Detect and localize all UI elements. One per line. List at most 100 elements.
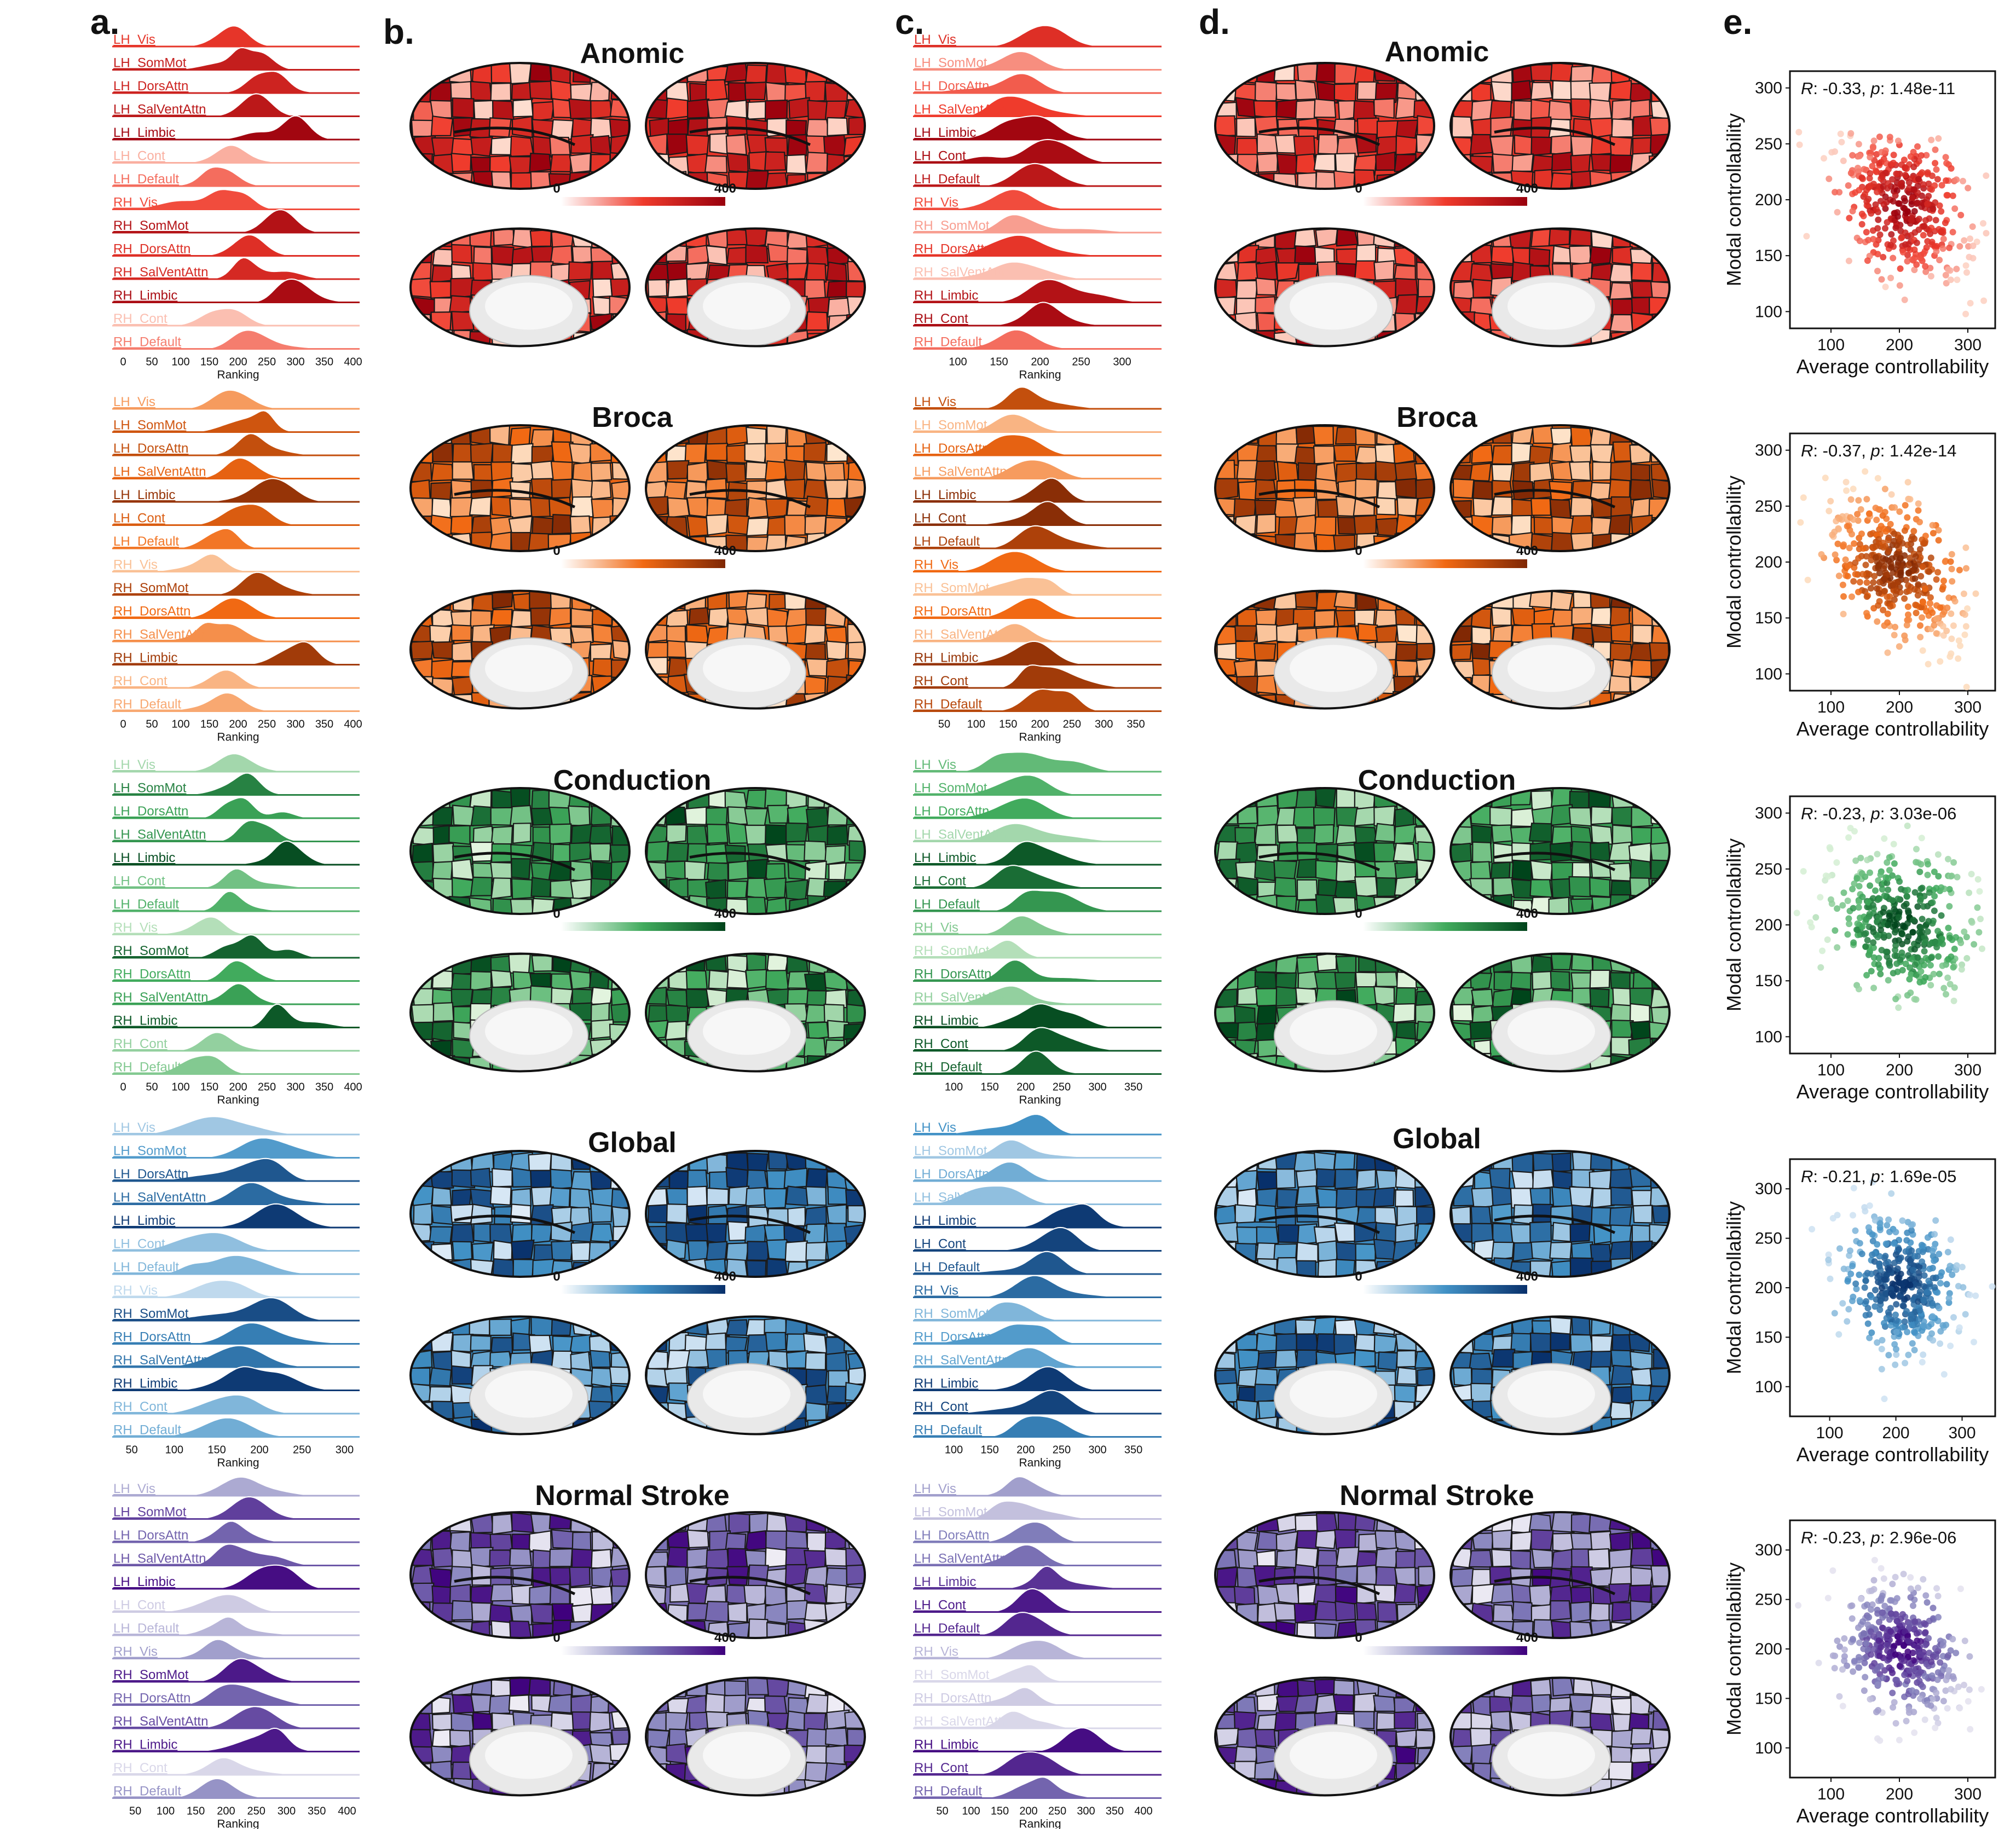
brain-parcel [1608, 841, 1632, 861]
scatter-point [1931, 622, 1938, 629]
brain-parcel [551, 987, 574, 1006]
brain-parcel [1317, 134, 1339, 155]
brain-parcel [1489, 806, 1512, 827]
scatter-point [1967, 300, 1974, 306]
scatter-stat-value: 1.48e-11 [1890, 79, 1955, 98]
brain-parcel [1355, 1243, 1376, 1261]
brain-parcel [824, 479, 848, 501]
brain-parcel [1650, 80, 1670, 102]
brain-parcel [1335, 824, 1358, 845]
scatter-point [1967, 235, 1973, 242]
scatter-y-tick-label: 200 [1755, 916, 1782, 934]
scatter-point [1804, 576, 1811, 583]
colorbar-min-label: 0 [553, 906, 560, 921]
brain-parcel [784, 514, 808, 536]
scatter-point [1827, 896, 1834, 903]
brain-parcel [1354, 806, 1377, 827]
brain-parcel [1236, 137, 1259, 157]
colorbar-max-label: 400 [714, 543, 736, 558]
brain-parcel [1452, 591, 1472, 611]
scatter-point [1948, 610, 1955, 617]
scatter-point [1943, 192, 1950, 199]
brain-parcel [1549, 1241, 1573, 1260]
ridge-label-RH_Vis: RH_Vis [113, 195, 158, 210]
scatter-point [1875, 216, 1882, 223]
brain-parcel [1571, 606, 1593, 626]
scatter-point [1885, 875, 1892, 882]
brain-parcel [570, 626, 594, 644]
medial-wall-highlight [1507, 645, 1595, 692]
brain-parcel [1415, 896, 1434, 914]
brain-parcel [412, 806, 435, 827]
brain-parcel [706, 245, 728, 265]
scatter-stat-symbol: R [1801, 804, 1813, 823]
colorbar-min-label: 0 [553, 1269, 560, 1284]
brain-parcel [685, 970, 708, 990]
brain-parcel [588, 825, 613, 844]
brain-parcel [549, 1548, 573, 1567]
brain-parcel [1630, 1261, 1651, 1277]
brain-parcel [1609, 263, 1633, 283]
ridge-label-RH_Default: RH_Default [113, 697, 181, 712]
scatter-y-tick-label: 150 [1755, 247, 1782, 265]
ridge-tick-label: 50 [938, 719, 950, 731]
scatter-point [1875, 961, 1882, 968]
brain-parcel [1632, 895, 1654, 914]
brain-parcel [610, 693, 629, 709]
brain-parcel [1254, 296, 1276, 314]
brain-parcel [765, 897, 788, 914]
brain-parcel [1631, 826, 1654, 846]
scatter-point [1893, 960, 1901, 967]
scatter-point [1840, 157, 1847, 164]
brain-parcel [1630, 464, 1651, 483]
brain-parcel [1315, 171, 1338, 189]
brain-parcel [509, 498, 534, 519]
brain-parcel [706, 513, 729, 536]
scatter-point [1932, 160, 1939, 167]
scatter-point [1834, 540, 1841, 547]
scatter-point [1896, 508, 1903, 515]
ridge-tick-label: 0 [120, 719, 126, 731]
brain-parcel [1356, 1168, 1377, 1190]
ridge-label-RH_Cont: RH_Cont [113, 311, 167, 326]
parcel-group [411, 63, 629, 189]
scatter-point [1913, 200, 1920, 207]
scatter-point [1916, 1307, 1923, 1314]
brain-parcel [763, 1188, 787, 1209]
scatter-point [1956, 243, 1963, 250]
brain-parcel [686, 244, 710, 265]
brain-parcel [610, 659, 629, 679]
scatter-point [1907, 1259, 1914, 1266]
ridge-panel-c-0: LH_VisLH_SomMotLH_DorsAttnLH_SalVentAttn… [913, 25, 1162, 381]
brain-parcel [845, 63, 865, 83]
scatter-point [1902, 171, 1909, 178]
brain-parcel [1236, 1226, 1260, 1246]
brain-parcel [826, 170, 850, 189]
brain-parcel [1489, 135, 1514, 157]
scatter-point [1917, 634, 1924, 641]
scatter-point [1947, 558, 1954, 565]
scatter-point [1884, 219, 1891, 226]
scatter-point [1862, 562, 1869, 569]
brain-parcel [706, 823, 729, 844]
scatter-point [1872, 554, 1879, 561]
scatter-point [1929, 609, 1936, 616]
brain-parcel [1631, 788, 1655, 808]
brain-parcel [1610, 1364, 1633, 1386]
brain-parcel [1630, 1384, 1651, 1403]
scatter-point [1940, 577, 1947, 584]
ridge-tick-label: 50 [125, 1444, 137, 1456]
ridge-panel-a-4: LH_VisLH_SomMotLH_DorsAttnLH_SalVentAttn… [112, 1476, 360, 1829]
scatter-point [1899, 1217, 1906, 1224]
colorbar [561, 197, 725, 206]
brain-parcel [823, 134, 847, 156]
ridge-tick-label: 300 [286, 356, 304, 368]
scatter-point [1867, 584, 1874, 592]
brain-parcel [1393, 246, 1416, 267]
brain-parcel [724, 63, 749, 83]
scatter-y-tick-label: 200 [1755, 1279, 1782, 1297]
scatter-point [1870, 236, 1877, 242]
scatter-point [1902, 241, 1909, 248]
ridge-label-LH_Vis: LH_Vis [914, 1120, 956, 1135]
